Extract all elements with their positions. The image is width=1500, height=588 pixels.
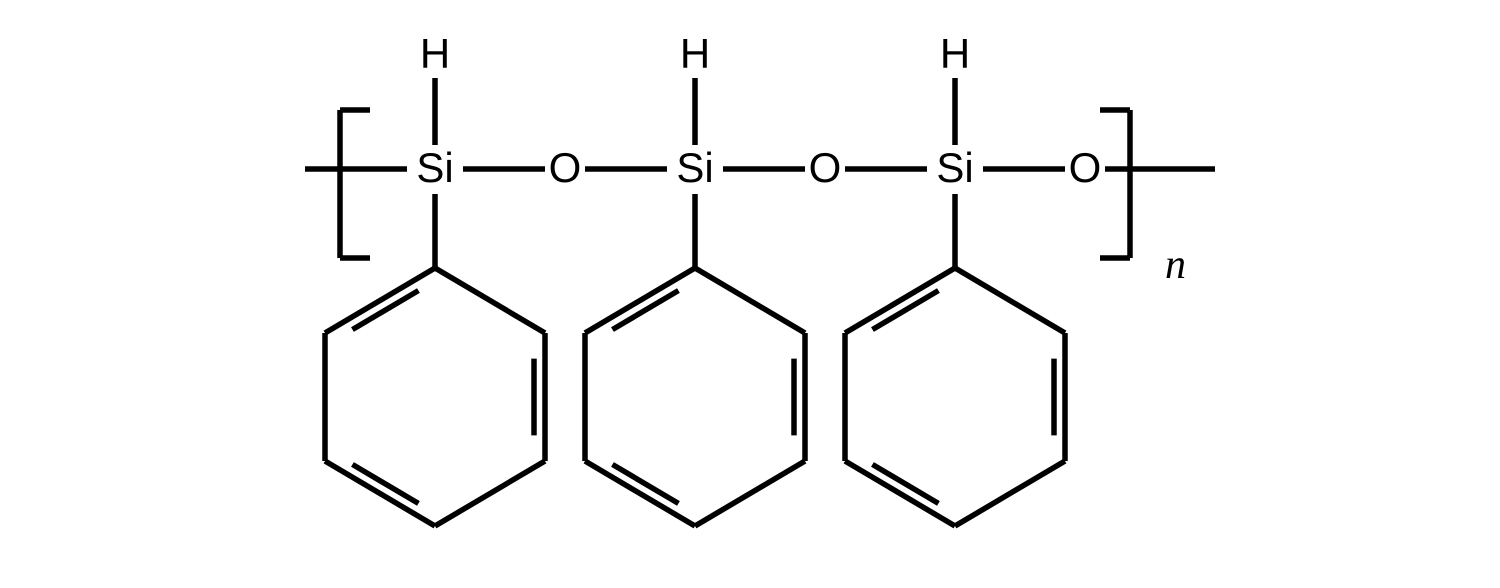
phenyl-1-edge-0 bbox=[695, 268, 805, 333]
atom-o-0: O bbox=[549, 144, 582, 191]
phenyl-1-edge-3 bbox=[585, 461, 695, 526]
phenyl-2-edge-2 bbox=[955, 461, 1065, 526]
repeat-subscript: n bbox=[1165, 242, 1186, 288]
phenyl-0-edge-2 bbox=[435, 461, 545, 526]
phenyl-1-edge-5 bbox=[585, 268, 695, 333]
phenyl-2-edge-3 bbox=[845, 461, 955, 526]
atom-h-0: H bbox=[420, 30, 450, 77]
atom-si-0: Si bbox=[416, 144, 453, 191]
phenyl-2-edge-5 bbox=[845, 268, 955, 333]
atom-h-2: H bbox=[940, 30, 970, 77]
phenyl-1-edge-2 bbox=[695, 461, 805, 526]
atom-h-1: H bbox=[680, 30, 710, 77]
phenyl-0-edge-0 bbox=[435, 268, 545, 333]
polysiloxane-structure: Si Si Si O O O H H Hn bbox=[0, 0, 1500, 588]
atom-si-1: Si bbox=[676, 144, 713, 191]
atom-si-2: Si bbox=[936, 144, 973, 191]
atom-o-1: O bbox=[809, 144, 842, 191]
phenyl-2-edge-0 bbox=[955, 268, 1065, 333]
phenyl-0-edge-3 bbox=[325, 461, 435, 526]
phenyl-0-edge-5 bbox=[325, 268, 435, 333]
atom-o-2: O bbox=[1069, 144, 1102, 191]
